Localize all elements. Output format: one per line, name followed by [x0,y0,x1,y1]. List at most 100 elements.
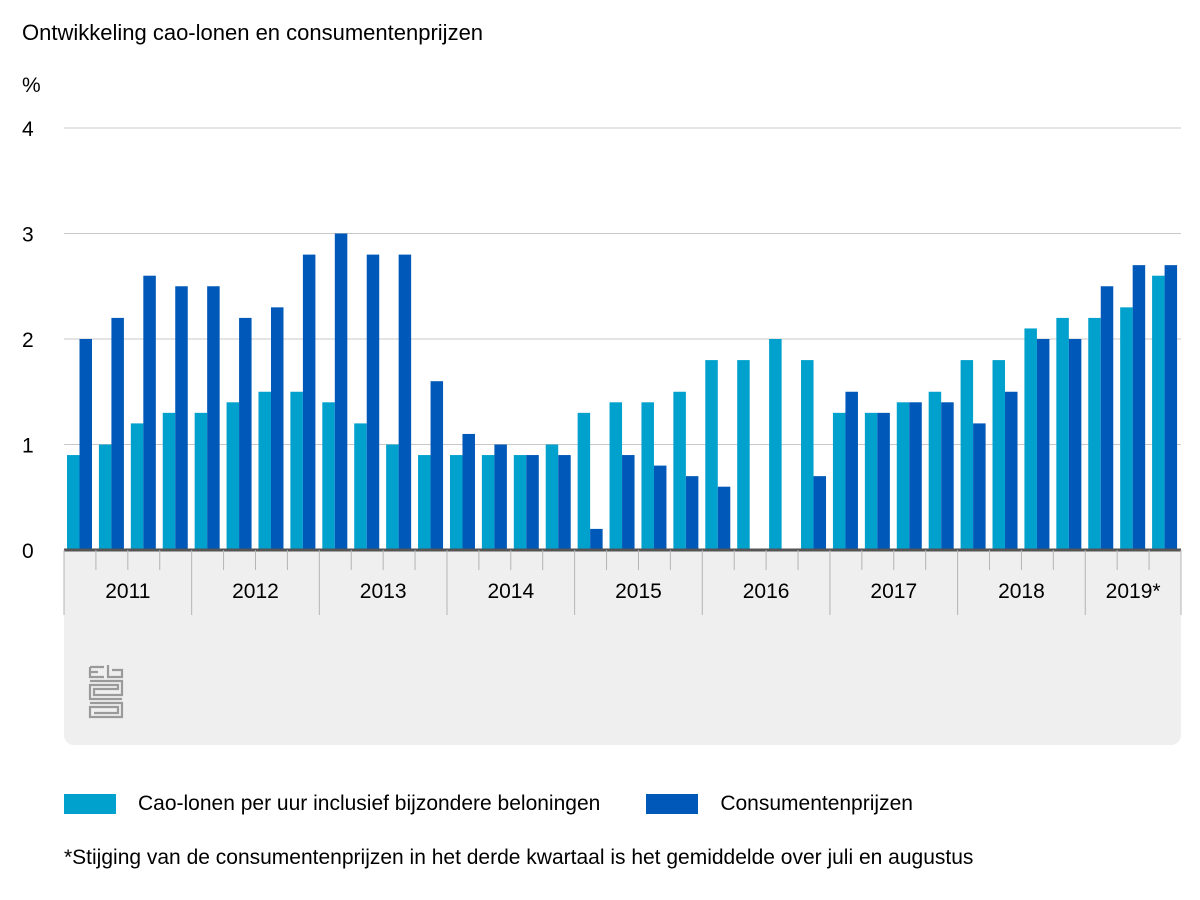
year-label: 2017 [870,580,917,603]
bar-cao [577,412,591,550]
bar-cpi [366,254,380,550]
bar-cao [960,360,974,550]
bar-cpi [175,286,188,550]
bar-cao [864,412,878,550]
y-axis-label: % [22,74,41,97]
y-tick-label: 3 [22,224,34,247]
bar-cpi [1164,265,1178,550]
bar-cpi [143,275,156,550]
cbs-logo-icon [88,665,124,719]
x-axis-band-top [64,550,1181,570]
x-tick-marks [63,550,1182,615]
bar-cao [801,360,814,550]
bar-cpi [526,455,539,550]
bar-cpi [973,423,986,550]
bar-cpi [239,317,252,550]
bar-cpi [653,465,667,550]
bar-cao [513,455,527,550]
legend-item-cpi: Consumentenprijzen [646,792,913,816]
bar-cao [673,391,686,550]
bar-cpi [334,233,348,550]
bar-cpi [590,528,603,550]
bars [67,233,1178,550]
legend-label-cao: Cao-lonen per uur inclusief bijzondere b… [138,792,601,815]
year-label: 2014 [487,580,534,603]
bar-cao [354,423,367,550]
bar-cao [769,339,782,550]
bar-cao [641,402,654,550]
bar-cao [386,444,399,550]
bar-cao [67,455,80,550]
y-tick-label: 2 [22,329,34,352]
bar-chart: 0 1 2 3 4 % 2011 2012 2013 2014 2015 2016 2017 2018… [22,74,1182,745]
bar-cao [1056,317,1069,550]
chart-title: Ontwikkeling cao-lonen en consumentenpri… [22,20,484,45]
y-tick-label: 1 [22,435,34,458]
bar-cao [226,402,240,550]
bar-cpi [1005,391,1018,550]
bar-cao [130,423,144,550]
bar-cpi [813,476,827,550]
bar-cao [162,412,176,550]
bar-cpi [845,391,858,550]
bar-cpi [462,433,475,550]
legend-label-cpi: Consumentenprijzen [720,792,913,815]
bar-cpi [717,486,731,550]
bar-cpi [1100,286,1114,550]
bar-cpi [877,412,890,550]
y-tick-label: 4 [22,118,34,141]
bar-cao [737,360,750,550]
year-label: 2012 [232,580,279,603]
bar-cao [481,455,495,550]
bar-cpi [398,254,412,550]
year-label: 2015 [615,580,662,603]
bar-cao [1152,275,1165,550]
legend-swatch-cao [64,794,116,814]
legend-swatch-cpi [646,794,699,814]
bar-cao [449,455,463,550]
bar-cpi [111,317,124,550]
bar-cao [832,412,846,550]
bar-cao [896,402,910,550]
bar-cao [258,391,271,550]
bar-cao [992,360,1006,550]
bar-cpi [79,339,92,550]
bar-cpi [494,444,507,550]
bar-cao [418,455,431,550]
year-label: 2018 [998,580,1045,603]
bar-cpi [1068,339,1082,550]
bar-cao [98,444,112,550]
bar-cpi [622,455,635,550]
bar-cpi [207,286,220,550]
legend: Cao-lonen per uur inclusief bijzondere b… [64,792,959,816]
bar-cpi [941,402,954,550]
bar-cao [1120,307,1133,550]
bar-cao [545,444,559,550]
year-label: 2019* [1106,580,1161,603]
footnote: *Stijging van de consumentenprijzen in h… [64,846,974,869]
bar-cao [322,402,335,550]
bar-cpi [1132,265,1146,550]
bar-cpi [302,254,316,550]
y-tick-labels: 0 1 2 3 4 [22,118,34,563]
bar-cao [928,391,942,550]
bar-cao [290,391,303,550]
bar-cpi [270,307,284,550]
year-label: 2016 [743,580,790,603]
year-label: 2013 [360,580,407,603]
bar-cpi [558,455,571,550]
bar-cpi [685,476,699,550]
year-label: 2011 [105,580,150,603]
bar-cpi [1036,339,1050,550]
legend-item-cao: Cao-lonen per uur inclusief bijzondere b… [64,792,600,816]
x-axis-band [64,550,1181,745]
bar-cao [194,412,208,550]
y-tick-label: 0 [22,540,34,563]
bar-cpi [430,381,444,550]
bar-cao [1088,317,1101,550]
bar-cpi [909,402,922,550]
bar-cao [1024,328,1037,550]
year-labels: 2011 2012 2013 2014 2015 2016 2017 2018 2019* [105,580,1160,603]
bar-cao [705,360,718,550]
bar-cao [609,402,623,550]
